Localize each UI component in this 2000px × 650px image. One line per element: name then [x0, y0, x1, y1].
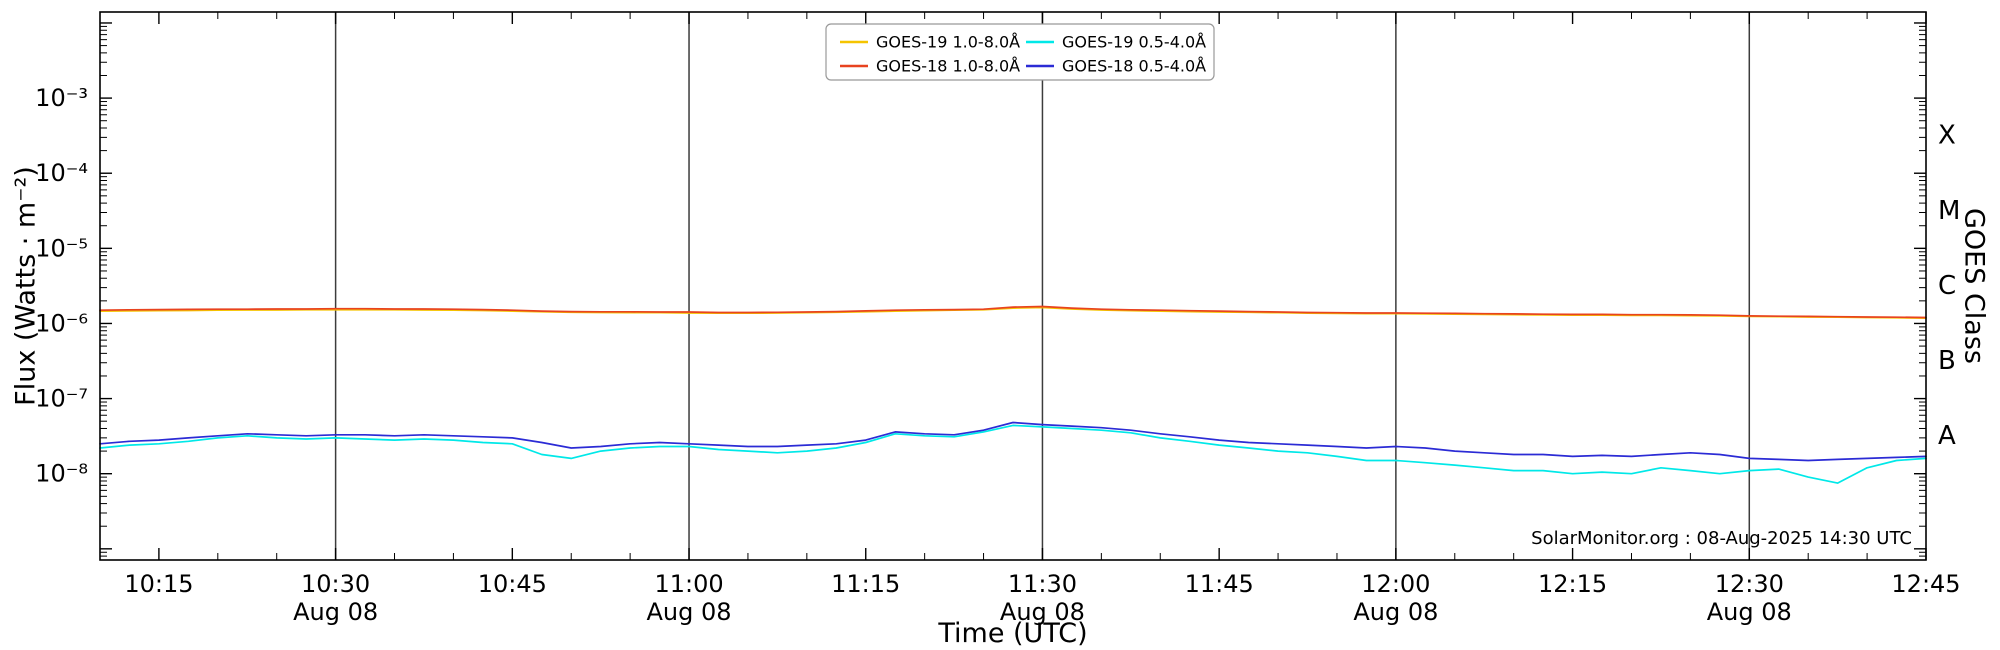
series-line [99, 421, 1927, 462]
y-tick-label: 10⁻⁶ [35, 309, 88, 337]
x-axis-label: Time (UTC) [938, 618, 1088, 649]
y-axis-label: Flux (Watts · m⁻²) [10, 166, 42, 406]
plot-border [99, 11, 1927, 561]
x-tick-label: 11:30 [1008, 570, 1077, 598]
goes-class-letter: C [1938, 271, 1956, 301]
x-tick-label: 10:45 [478, 570, 547, 598]
x-tick-label: 12:30 [1715, 570, 1784, 598]
x-tick-sublabel: Aug 08 [293, 598, 378, 626]
goes-class-letter: B [1938, 346, 1956, 376]
y-tick-label: 10⁻⁵ [35, 234, 88, 262]
legend-label: GOES-19 1.0-8.0Å [876, 33, 1020, 52]
x-tick-sublabel: Aug 08 [647, 598, 732, 626]
y-tick-label: 10⁻⁴ [35, 159, 88, 187]
y-tick-label: 10⁻⁷ [35, 385, 88, 413]
y-tick-label: 10⁻³ [35, 84, 88, 112]
y-tick-label: 10⁻⁸ [35, 460, 88, 488]
x-tick-sublabel: Aug 08 [1707, 598, 1792, 626]
x-tick-label: 11:15 [831, 570, 900, 598]
legend-box [825, 23, 1215, 81]
x-tick-label: 12:45 [1891, 570, 1960, 598]
goes-class-letter: X [1938, 121, 1956, 151]
legend-label: GOES-18 1.0-8.0Å [876, 57, 1020, 76]
x-tick-sublabel: Aug 08 [1353, 598, 1438, 626]
x-tick-label: 12:15 [1538, 570, 1607, 598]
source-annotation: SolarMonitor.org : 08-Aug-2025 14:30 UTC [1531, 528, 1912, 549]
x-tick-label: 12:00 [1361, 570, 1430, 598]
series-line [99, 424, 1927, 484]
x-tick-label: 11:45 [1185, 570, 1254, 598]
y-axis-right-label: GOES Class [1958, 208, 1990, 364]
legend-label: GOES-18 0.5-4.0Å [1062, 57, 1206, 76]
series-line [99, 305, 1927, 319]
legend-label: GOES-19 0.5-4.0Å [1062, 33, 1206, 52]
x-tick-label: 10:30 [301, 570, 370, 598]
x-tick-label: 10:15 [124, 570, 193, 598]
x-tick-sublabel: Aug 08 [1000, 598, 1085, 626]
goes-class-letter: M [1938, 196, 1960, 226]
goes-class-letter: A [1938, 421, 1956, 451]
x-tick-label: 11:00 [654, 570, 723, 598]
